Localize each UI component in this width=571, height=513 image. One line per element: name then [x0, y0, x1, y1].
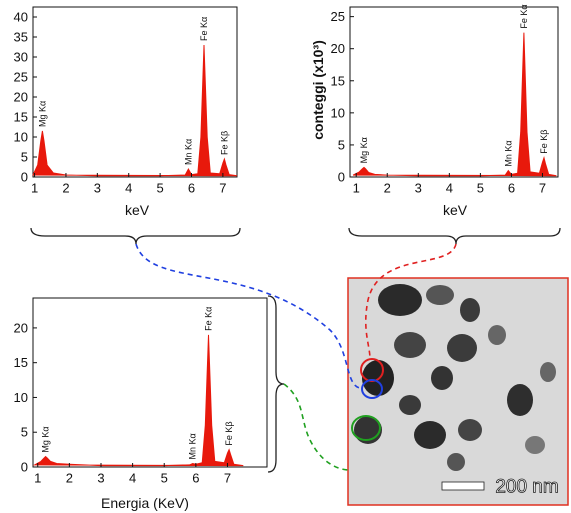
x-tick-label: 6: [192, 471, 199, 486]
x-tick-label: 5: [156, 181, 163, 196]
peak-label: Mn Kα: [183, 139, 193, 165]
y-tick-label: 20: [14, 320, 28, 335]
x-tick-label: 7: [219, 181, 226, 196]
x-axis-label: Energia (KeV): [101, 495, 189, 511]
spectrum: [352, 32, 557, 177]
peak-label: Fe Kα: [199, 17, 209, 41]
y-tick-label: 5: [338, 137, 345, 152]
x-tick-label: 6: [508, 181, 515, 196]
y-tick-label: 20: [14, 90, 28, 105]
x-tick-label: 4: [446, 181, 453, 196]
x-tick-label: 3: [94, 181, 101, 196]
y-tick-label: 0: [338, 170, 345, 185]
y-tick-label: 10: [331, 105, 345, 120]
y-tick-label: 10: [14, 390, 28, 405]
peak-label: Mg Kα: [359, 137, 369, 163]
y-tick-label: 0: [21, 460, 28, 475]
peak-label: Mg Kα: [41, 426, 51, 452]
connector: [135, 243, 361, 389]
x-tick-label: 5: [161, 471, 168, 486]
y-tick-label: 25: [14, 70, 28, 85]
x-tick-label: 2: [62, 181, 69, 196]
x-tick-label: 4: [129, 471, 136, 486]
x-tick-label: 2: [66, 471, 73, 486]
y-tick-label: 30: [14, 50, 28, 65]
x-tick-label: 1: [34, 471, 41, 486]
spectrum: [32, 44, 238, 177]
y-tick-label: 15: [14, 355, 28, 370]
y-tick-label: 0: [21, 170, 28, 185]
connector: [283, 383, 351, 471]
y-tick-label: 10: [14, 130, 28, 145]
plot-frame: [32, 297, 268, 468]
brace: [267, 295, 285, 473]
tem-image: 200 nm: [347, 277, 569, 506]
x-tick-label: 7: [539, 181, 546, 196]
peak-label: Fe Kβ: [539, 130, 549, 154]
peak-label: Mn Kα: [188, 433, 198, 459]
x-tick-label: 6: [188, 181, 195, 196]
y-tick-label: 15: [14, 110, 28, 125]
peak-label: Mn Kα: [503, 140, 513, 166]
y-tick-label: 20: [331, 41, 345, 56]
connector: [364, 243, 457, 360]
peak-label: Fe Kβ: [224, 421, 234, 445]
x-tick-label: 3: [415, 181, 422, 196]
x-axis-label: keV: [125, 202, 150, 218]
x-tick-label: 3: [97, 471, 104, 486]
y-tick-label: 40: [14, 10, 28, 25]
scale-bar-label: 200 nm: [495, 477, 558, 498]
peak-label: Fe Kβ: [219, 131, 229, 155]
x-tick-label: 5: [477, 181, 484, 196]
spectrum: [32, 334, 244, 467]
x-tick-label: 7: [224, 471, 231, 486]
y-tick-label: 35: [14, 30, 28, 45]
x-tick-label: 1: [353, 181, 360, 196]
brace: [348, 227, 561, 245]
peak-label: Fe Kα: [519, 4, 529, 28]
y-tick-label: 5: [21, 150, 28, 165]
peak-label: Fe Kα: [204, 307, 214, 331]
peak-label: Mg Kα: [37, 101, 47, 127]
x-tick-label: 1: [31, 181, 38, 196]
y-tick-label: 25: [331, 9, 345, 24]
y-axis-label: conteggi (x10³): [310, 40, 326, 140]
x-axis-label: keV: [443, 202, 468, 218]
brace: [30, 227, 241, 245]
y-tick-label: 5: [21, 425, 28, 440]
y-tick-label: 15: [331, 73, 345, 88]
x-tick-label: 4: [125, 181, 132, 196]
x-tick-label: 2: [384, 181, 391, 196]
